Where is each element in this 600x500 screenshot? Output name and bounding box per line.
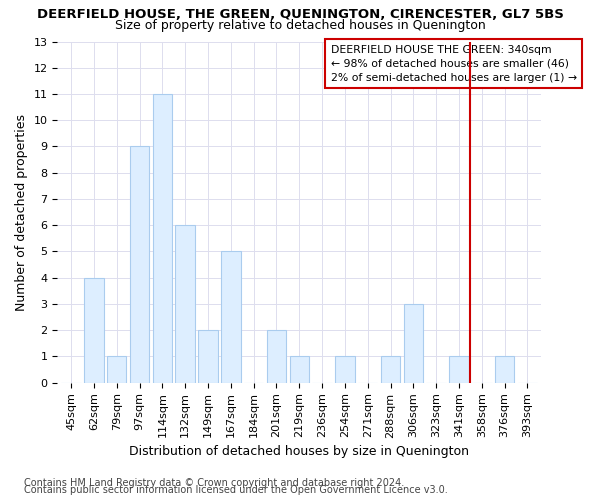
Bar (221, 252, 241, 382)
Bar (267, 330, 286, 382)
Bar (449, 356, 469, 382)
Text: DEERFIELD HOUSE THE GREEN: 340sqm
← 98% of detached houses are smaller (46)
2% o: DEERFIELD HOUSE THE GREEN: 340sqm ← 98% … (331, 45, 577, 83)
Bar (335, 356, 355, 382)
Bar (381, 356, 400, 382)
Bar (107, 356, 127, 382)
Y-axis label: Number of detached properties: Number of detached properties (15, 114, 28, 310)
Bar (175, 225, 195, 382)
Bar (152, 94, 172, 382)
Bar (404, 304, 423, 382)
Bar (290, 356, 309, 382)
Text: Contains public sector information licensed under the Open Government Licence v3: Contains public sector information licen… (24, 485, 448, 495)
X-axis label: Distribution of detached houses by size in Quenington: Distribution of detached houses by size … (129, 444, 469, 458)
Bar (495, 356, 514, 382)
Bar (84, 278, 104, 382)
Text: Contains HM Land Registry data © Crown copyright and database right 2024.: Contains HM Land Registry data © Crown c… (24, 478, 404, 488)
Text: Size of property relative to detached houses in Quenington: Size of property relative to detached ho… (115, 18, 485, 32)
Text: DEERFIELD HOUSE, THE GREEN, QUENINGTON, CIRENCESTER, GL7 5BS: DEERFIELD HOUSE, THE GREEN, QUENINGTON, … (37, 8, 563, 20)
Bar (199, 330, 218, 382)
Bar (130, 146, 149, 382)
